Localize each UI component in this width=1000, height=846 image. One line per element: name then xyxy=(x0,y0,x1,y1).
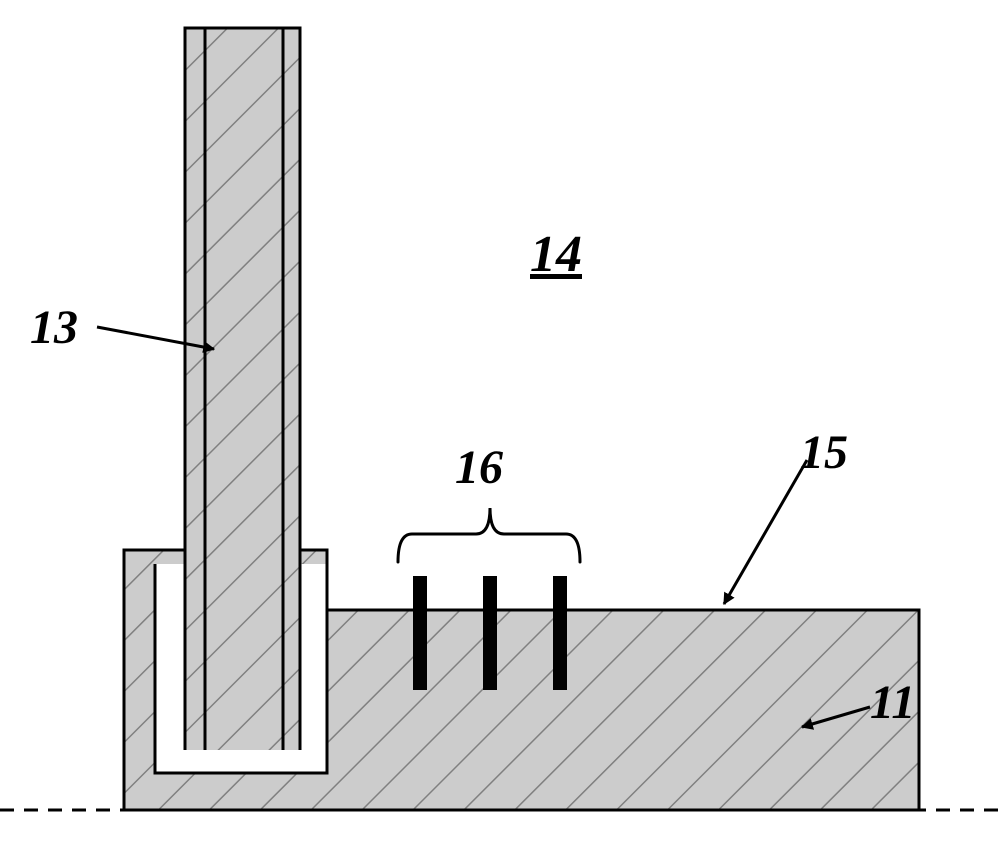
label-11: 11 xyxy=(870,675,915,730)
label-15: 15 xyxy=(800,425,848,480)
leader-15 xyxy=(724,460,807,604)
brace-16 xyxy=(398,508,580,562)
label-14: 14 xyxy=(530,225,582,284)
label-13: 13 xyxy=(30,300,78,355)
label-16: 16 xyxy=(455,440,503,495)
figure-canvas: 11 13 14 15 16 xyxy=(0,0,1000,846)
